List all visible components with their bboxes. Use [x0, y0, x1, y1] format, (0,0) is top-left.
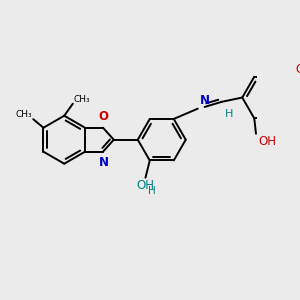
Text: OH: OH — [259, 135, 277, 148]
Text: OH: OH — [136, 179, 154, 192]
Text: CH₃: CH₃ — [16, 110, 32, 119]
Text: H: H — [225, 109, 233, 119]
Text: CH₃: CH₃ — [74, 95, 90, 104]
Text: H: H — [148, 186, 156, 196]
Text: N: N — [99, 156, 109, 169]
Text: O: O — [99, 110, 109, 123]
Text: N: N — [200, 94, 209, 107]
Text: O: O — [296, 63, 300, 76]
